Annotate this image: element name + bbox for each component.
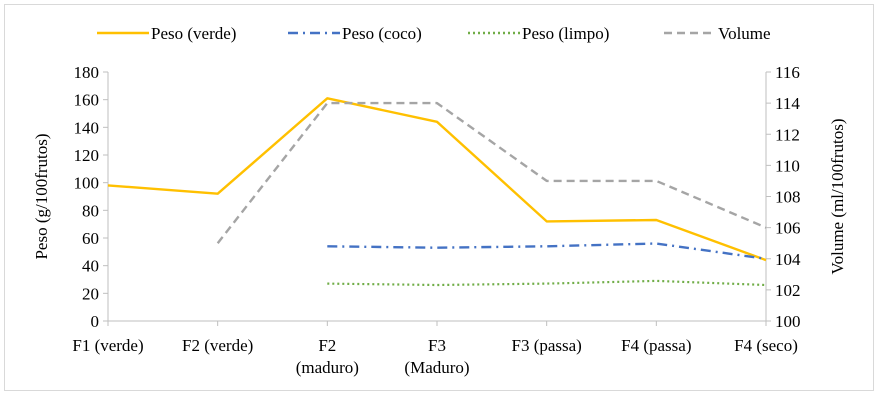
y2-tick-label: 116: [775, 63, 800, 82]
x-tick-label: F4 (seco): [734, 336, 798, 355]
y-tick-label: 120: [74, 146, 100, 165]
series-line-4: [216, 101, 767, 244]
y-tick-label: 100: [74, 174, 100, 193]
y-tick-label: 0: [91, 312, 100, 331]
chart-frame: [4, 4, 874, 391]
legend-label: Peso (limpo): [522, 24, 609, 43]
series-line-2: [327, 242, 767, 260]
legend-label: Volume: [718, 24, 771, 43]
series-line-3: [327, 279, 767, 287]
y2-tick-label: 112: [775, 125, 800, 144]
x-tick-label: F4 (passa): [621, 336, 691, 355]
x-tick-label: F3 (Maduro): [404, 336, 469, 377]
y2-tick-label: 100: [775, 312, 801, 331]
y-tick-label: 60: [82, 229, 99, 248]
y2-tick-label: 108: [775, 188, 801, 207]
y2-tick-label: 110: [775, 156, 800, 175]
legend-label: Peso (coco): [342, 24, 422, 43]
x-tick-label: F2 (maduro): [296, 336, 359, 377]
series-lines: [107, 97, 767, 287]
y2-tick-label: 114: [775, 94, 800, 113]
x-tick-label: F1 (verde): [72, 336, 143, 355]
y-tick-label: 20: [82, 284, 99, 303]
y-axis-title: Peso (g/100frutos): [32, 133, 51, 259]
axes: 0 20 40 60 80 100 120 140 160 180 100 102 104 106 108 1…: [72, 63, 801, 377]
legend-label: Peso (verde): [151, 24, 236, 43]
y2-tick-label: 104: [775, 250, 801, 269]
y2-axis-title: Volume (ml/100frutos): [828, 119, 847, 275]
x-tick-label: F3 (passa): [511, 336, 581, 355]
legend: Peso (verde) Peso (coco) Peso (limpo) Volum…: [97, 24, 771, 43]
y-tick-label: 160: [74, 91, 100, 110]
series-line-1: [107, 97, 767, 262]
y-tick-label: 80: [82, 201, 99, 220]
y2-tick-label: 106: [775, 219, 801, 238]
x-tick-label: F2 (verde): [182, 336, 253, 355]
y-tick-label: 40: [82, 257, 99, 276]
y-tick-label: 140: [74, 118, 100, 137]
y2-tick-label: 102: [775, 281, 801, 300]
y-tick-label: 180: [74, 63, 100, 82]
